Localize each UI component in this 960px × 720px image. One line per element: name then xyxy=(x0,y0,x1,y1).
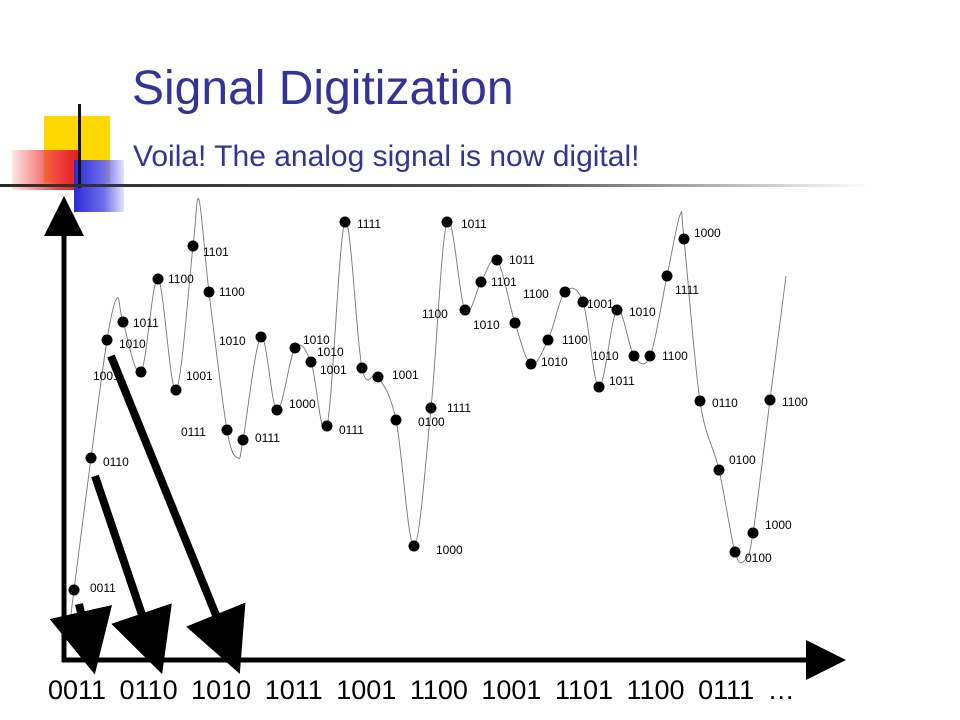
sample-dot xyxy=(408,540,420,552)
sample-code-label: 1010 xyxy=(303,333,330,347)
sample-dot xyxy=(694,395,706,407)
sample-dot xyxy=(747,527,759,539)
sample-code-label: 1111 xyxy=(447,401,471,415)
mapping-arrow-3 xyxy=(107,354,246,674)
sample-dot xyxy=(321,420,333,432)
mapping-arrow-1 xyxy=(49,603,113,675)
sample-code-label: 1001 xyxy=(186,369,213,383)
decor-horizontal-line xyxy=(0,184,870,187)
sample-dot xyxy=(289,342,301,354)
sample-code-label: 1100 xyxy=(782,395,808,409)
sample-code-label: 1000 xyxy=(289,397,316,411)
sample-code-label: 0110 xyxy=(103,455,129,469)
sample-code-label: 1001 xyxy=(392,368,419,382)
sample-code-label: 1001 xyxy=(587,297,614,311)
sample-code-label: 1010 xyxy=(629,305,656,319)
sample-code-label: 1001 xyxy=(320,363,347,377)
sample-code-label: 1100 xyxy=(219,285,245,299)
sample-code-label: 1011 xyxy=(461,217,487,231)
sample-code-label: 1010 xyxy=(592,349,619,363)
sample-dot xyxy=(611,304,623,316)
sample-code-label: 1100 xyxy=(422,307,448,321)
sample-code-label: 1101 xyxy=(203,245,229,259)
sample-code-label: 0111 xyxy=(181,425,206,439)
sample-dot xyxy=(237,434,249,446)
sample-dot xyxy=(644,350,656,362)
sample-dot xyxy=(271,404,283,416)
sample-dot xyxy=(68,584,80,596)
samples-layer: 0011 0110 1010 1011 1001 1100 1001 1101 1100 0111… xyxy=(68,216,808,596)
sample-code-label: 0111 xyxy=(339,423,364,437)
sample-dot xyxy=(475,276,487,288)
sample-dot xyxy=(135,366,147,378)
sample-dot xyxy=(170,384,182,396)
decor-vertical-line xyxy=(78,104,81,188)
sample-code-label: 1000 xyxy=(765,518,792,532)
sample-code-label: 1010 xyxy=(119,337,146,351)
sample-code-label: 1010 xyxy=(541,355,568,369)
sample-dot xyxy=(764,394,776,406)
sample-dot xyxy=(372,371,384,383)
sample-code-label: 1101 xyxy=(491,275,517,289)
sample-code-label: 0100 xyxy=(745,551,772,565)
sample-code-label: 1011 xyxy=(133,316,159,330)
decor-red-square xyxy=(12,150,78,190)
sample-dot xyxy=(593,381,605,393)
sample-code-label: 0110 xyxy=(712,396,738,410)
sample-dot xyxy=(628,350,640,362)
sample-dot xyxy=(425,402,437,414)
mapping-arrow-2 xyxy=(91,474,172,675)
sample-code-label: 1000 xyxy=(694,226,721,240)
sample-dot xyxy=(117,316,129,328)
digital-bitstream: 0011 0110 1010 1011 1001 1100 1001 1101 … xyxy=(48,675,795,705)
sample-code-label: 0100 xyxy=(729,453,756,467)
sample-dot xyxy=(203,286,215,298)
sample-dot xyxy=(101,334,113,346)
sample-dot xyxy=(542,334,554,346)
page-title: Signal Digitization xyxy=(132,62,514,115)
sample-dot xyxy=(577,296,589,308)
sample-dot xyxy=(187,240,199,252)
sample-code-label: 1010 xyxy=(473,318,500,332)
sample-code-label: 1111 xyxy=(675,283,699,297)
sample-dot xyxy=(661,270,673,282)
page-subtitle: Voila! The analog signal is now digital! xyxy=(133,140,640,173)
sample-code-label: 1100 xyxy=(168,272,194,286)
sample-dot xyxy=(305,356,317,368)
sample-code-label: 1010 xyxy=(317,345,344,359)
sample-code-label: 1001 xyxy=(93,369,120,383)
sample-code-label: 0100 xyxy=(418,415,445,429)
sample-code-label: 1111 xyxy=(357,217,381,231)
sample-dot xyxy=(729,546,741,558)
sample-dot xyxy=(356,362,368,374)
sample-dot xyxy=(390,414,402,426)
sample-dot xyxy=(678,233,690,245)
sample-dot xyxy=(713,464,725,476)
sample-code-label: 1011 xyxy=(609,374,635,388)
sample-dot xyxy=(339,216,351,228)
sample-dot xyxy=(441,216,453,228)
sample-code-label: 1100 xyxy=(562,333,588,347)
sample-dot xyxy=(221,424,233,436)
sample-code-label: 0011 xyxy=(90,581,116,595)
sample-dot xyxy=(459,304,471,316)
sample-code-label: 1100 xyxy=(662,349,688,363)
sample-dot xyxy=(559,286,571,298)
sample-dot xyxy=(509,317,521,329)
sample-dot xyxy=(525,358,537,370)
sample-code-label: 1010 xyxy=(219,334,246,348)
sample-dot xyxy=(85,452,97,464)
sample-dot xyxy=(255,331,267,343)
sample-dot xyxy=(152,273,164,285)
sample-code-label: 1100 xyxy=(523,287,549,301)
sample-code-label: 1011 xyxy=(509,253,535,267)
sample-code-label: 0111 xyxy=(255,431,280,445)
sample-dot xyxy=(491,254,503,266)
sample-code-label: 1000 xyxy=(436,543,463,557)
